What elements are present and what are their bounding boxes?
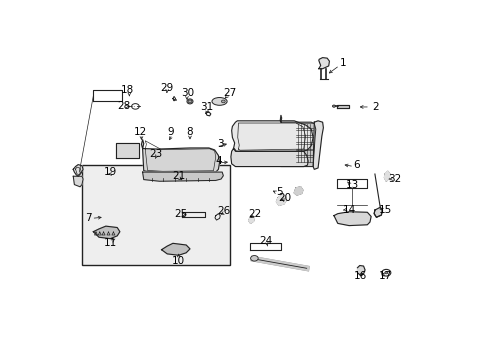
Text: 20: 20	[278, 193, 291, 203]
Polygon shape	[276, 195, 286, 205]
Text: 32: 32	[387, 174, 401, 184]
Text: 9: 9	[167, 127, 174, 137]
Polygon shape	[231, 121, 312, 151]
Text: 31: 31	[200, 102, 213, 112]
Circle shape	[250, 256, 258, 261]
Text: 7: 7	[85, 213, 92, 223]
Text: 18: 18	[121, 85, 134, 95]
Polygon shape	[318, 58, 329, 69]
Text: 19: 19	[103, 167, 117, 177]
Polygon shape	[73, 176, 83, 187]
FancyBboxPatch shape	[82, 165, 229, 265]
Text: 25: 25	[174, 209, 187, 219]
Circle shape	[188, 100, 191, 103]
Text: 29: 29	[160, 82, 174, 93]
Circle shape	[332, 105, 335, 107]
Polygon shape	[333, 212, 370, 226]
Text: 10: 10	[172, 256, 185, 266]
Polygon shape	[294, 187, 302, 195]
Ellipse shape	[211, 98, 226, 105]
Polygon shape	[373, 207, 382, 217]
Polygon shape	[73, 165, 83, 176]
Polygon shape	[280, 115, 315, 167]
Text: 23: 23	[149, 149, 162, 159]
Polygon shape	[312, 121, 323, 169]
Text: 3: 3	[217, 139, 223, 149]
Polygon shape	[384, 171, 389, 181]
Text: 14: 14	[342, 204, 355, 215]
Text: 11: 11	[103, 238, 117, 248]
Polygon shape	[248, 216, 254, 223]
Text: 4: 4	[215, 156, 221, 166]
Text: 8: 8	[186, 127, 193, 137]
Text: 27: 27	[223, 88, 236, 98]
Text: 2: 2	[371, 102, 378, 112]
Text: 26: 26	[217, 206, 230, 216]
Polygon shape	[230, 149, 307, 167]
Text: 21: 21	[172, 171, 185, 181]
Polygon shape	[158, 155, 164, 163]
Polygon shape	[185, 162, 191, 172]
Circle shape	[221, 100, 225, 103]
Text: 5: 5	[275, 186, 282, 197]
Text: 28: 28	[117, 100, 130, 111]
Text: 12: 12	[134, 127, 147, 137]
Polygon shape	[141, 140, 219, 172]
Text: 22: 22	[247, 209, 261, 219]
Text: 24: 24	[259, 237, 272, 246]
Text: 16: 16	[353, 271, 366, 281]
Polygon shape	[161, 243, 189, 255]
Text: 1: 1	[340, 58, 346, 68]
Polygon shape	[93, 226, 120, 239]
Polygon shape	[142, 172, 223, 181]
Text: 17: 17	[378, 271, 391, 281]
Ellipse shape	[186, 99, 193, 104]
Text: 13: 13	[346, 180, 359, 190]
Text: 15: 15	[378, 204, 391, 215]
Polygon shape	[116, 143, 139, 158]
Text: 6: 6	[353, 160, 359, 170]
Polygon shape	[336, 105, 348, 108]
Text: 30: 30	[181, 88, 194, 98]
Polygon shape	[357, 266, 365, 275]
Circle shape	[384, 271, 387, 274]
